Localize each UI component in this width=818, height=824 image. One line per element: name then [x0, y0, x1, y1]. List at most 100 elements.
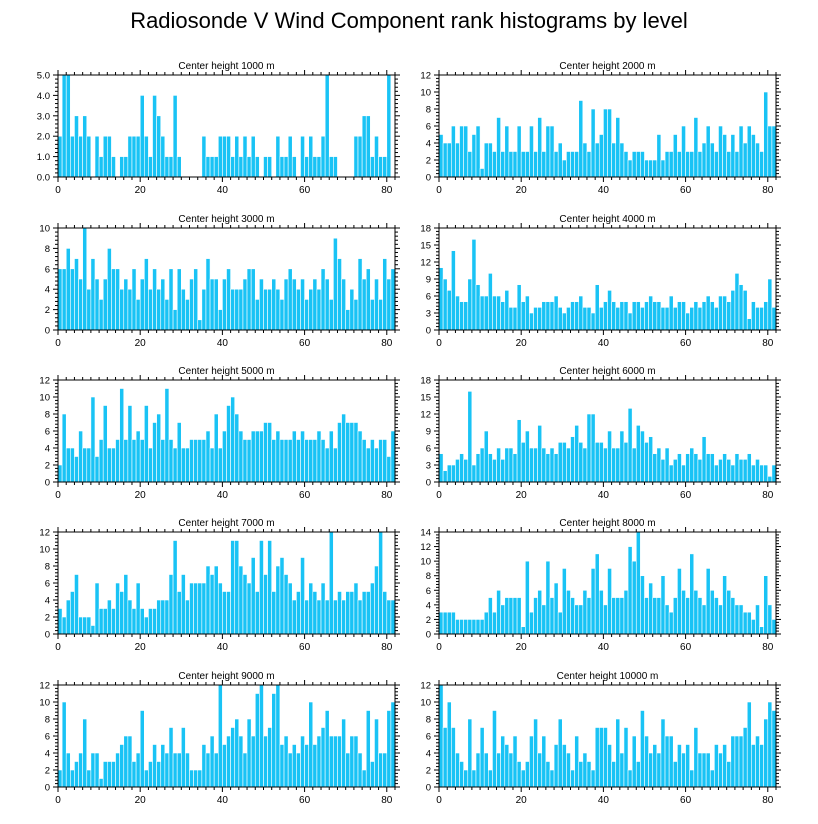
- x-tick-label: 60: [299, 185, 311, 196]
- histogram-bar: [734, 453, 740, 483]
- x-tick-label: 60: [680, 185, 692, 196]
- histogram-bar: [308, 439, 314, 483]
- histogram-bar: [370, 156, 375, 178]
- histogram-bar: [189, 439, 194, 483]
- histogram-bar: [291, 744, 297, 788]
- histogram-bar: [697, 459, 703, 483]
- histogram-bar: [746, 453, 752, 483]
- histogram-bar: [701, 436, 707, 483]
- histogram-bar: [308, 582, 314, 635]
- histogram-bar: [304, 156, 309, 178]
- histogram-bar: [365, 268, 371, 331]
- histogram-bar: [537, 589, 543, 635]
- histogram-bar: [656, 597, 662, 635]
- histogram-bar: [438, 684, 444, 788]
- histogram-bar: [205, 565, 211, 635]
- histogram-bar: [623, 151, 629, 178]
- histogram-bar: [263, 422, 268, 483]
- histogram-bar: [238, 288, 244, 331]
- histogram-bar: [537, 425, 543, 483]
- histogram-bar: [520, 769, 526, 788]
- histogram-bar: [594, 284, 600, 331]
- histogram-bar: [341, 718, 346, 788]
- histogram-bar: [442, 470, 448, 483]
- histogram-bar: [131, 439, 137, 483]
- histogram-bar: [722, 134, 727, 178]
- histogram-bar: [451, 464, 456, 483]
- x-tick-label: 80: [762, 642, 774, 653]
- histogram-bar: [500, 459, 506, 483]
- x-tick-label: 80: [762, 795, 774, 806]
- histogram-bar: [234, 135, 240, 178]
- y-tick-label: 12: [39, 681, 50, 692]
- histogram-bar: [459, 761, 464, 788]
- histogram-bar: [705, 125, 711, 178]
- histogram-bar: [300, 735, 305, 788]
- histogram-bar: [603, 301, 608, 331]
- y-tick-label: 1.0: [37, 152, 50, 163]
- histogram-bar: [557, 142, 563, 178]
- histogram-bar: [250, 430, 256, 483]
- histogram-bar: [382, 439, 388, 483]
- histogram-bar: [516, 284, 522, 331]
- y-tick-label: 12: [420, 258, 431, 269]
- histogram-bar: [561, 312, 567, 331]
- histogram-bar: [74, 574, 79, 635]
- histogram-panel: Center height 1000 m 0 20 40 60 80 0.0 1.0 2.0 3.…: [37, 61, 400, 196]
- histogram-bar: [180, 288, 186, 331]
- histogram-bar: [668, 151, 674, 178]
- histogram-bar: [648, 752, 654, 788]
- histogram-bar: [386, 74, 392, 178]
- x-tick-label: 60: [680, 490, 692, 501]
- histogram-bar: [209, 278, 215, 331]
- y-tick-label: 10: [420, 88, 431, 99]
- histogram-bar: [308, 701, 314, 788]
- histogram-bar: [61, 74, 67, 178]
- histogram-bar: [82, 447, 88, 483]
- histogram-bar: [722, 453, 727, 483]
- histogram-bar: [525, 430, 530, 483]
- histogram-bar: [755, 604, 760, 635]
- histogram-bar: [102, 278, 108, 331]
- histogram-bar: [619, 597, 625, 635]
- x-tick-label: 20: [516, 185, 528, 196]
- x-tick-label: 20: [135, 338, 147, 349]
- histogram-bar: [259, 540, 264, 635]
- histogram-bar: [370, 439, 375, 483]
- histogram-bar: [500, 735, 506, 788]
- x-tick-label: 0: [55, 642, 61, 653]
- histogram-bar: [660, 718, 666, 788]
- histogram-bar: [566, 447, 571, 483]
- histogram-bar: [685, 597, 690, 635]
- histogram-bar: [631, 735, 637, 788]
- histogram-bar: [201, 439, 207, 483]
- histogram-bar: [672, 307, 678, 331]
- y-tick-label: 10: [39, 224, 50, 235]
- histogram-bar: [730, 597, 736, 635]
- histogram-bar: [365, 447, 371, 483]
- histogram-bar: [631, 151, 637, 178]
- histogram-bar: [635, 531, 641, 635]
- histogram-bar: [107, 248, 112, 331]
- histogram-bar: [320, 582, 326, 635]
- histogram-bar: [459, 125, 464, 178]
- histogram-bar: [160, 599, 166, 635]
- histogram-bar: [57, 769, 63, 788]
- histogram-bar: [283, 735, 289, 788]
- histogram-bar: [386, 599, 392, 635]
- histogram-bar: [57, 135, 63, 178]
- histogram-bar: [738, 459, 744, 483]
- histogram-bar: [304, 744, 309, 788]
- histogram-bar: [238, 430, 244, 483]
- histogram-bar: [267, 422, 273, 483]
- histogram-bar: [767, 278, 773, 331]
- histogram-bar: [438, 611, 444, 635]
- y-tick-label: 0: [45, 478, 50, 489]
- histogram-bar: [70, 591, 75, 635]
- histogram-bar: [463, 769, 469, 788]
- histogram-bar: [172, 95, 178, 178]
- histogram-bar: [365, 115, 371, 178]
- histogram-bar: [488, 769, 493, 788]
- histogram-bar: [201, 135, 207, 178]
- histogram-bar: [386, 456, 392, 483]
